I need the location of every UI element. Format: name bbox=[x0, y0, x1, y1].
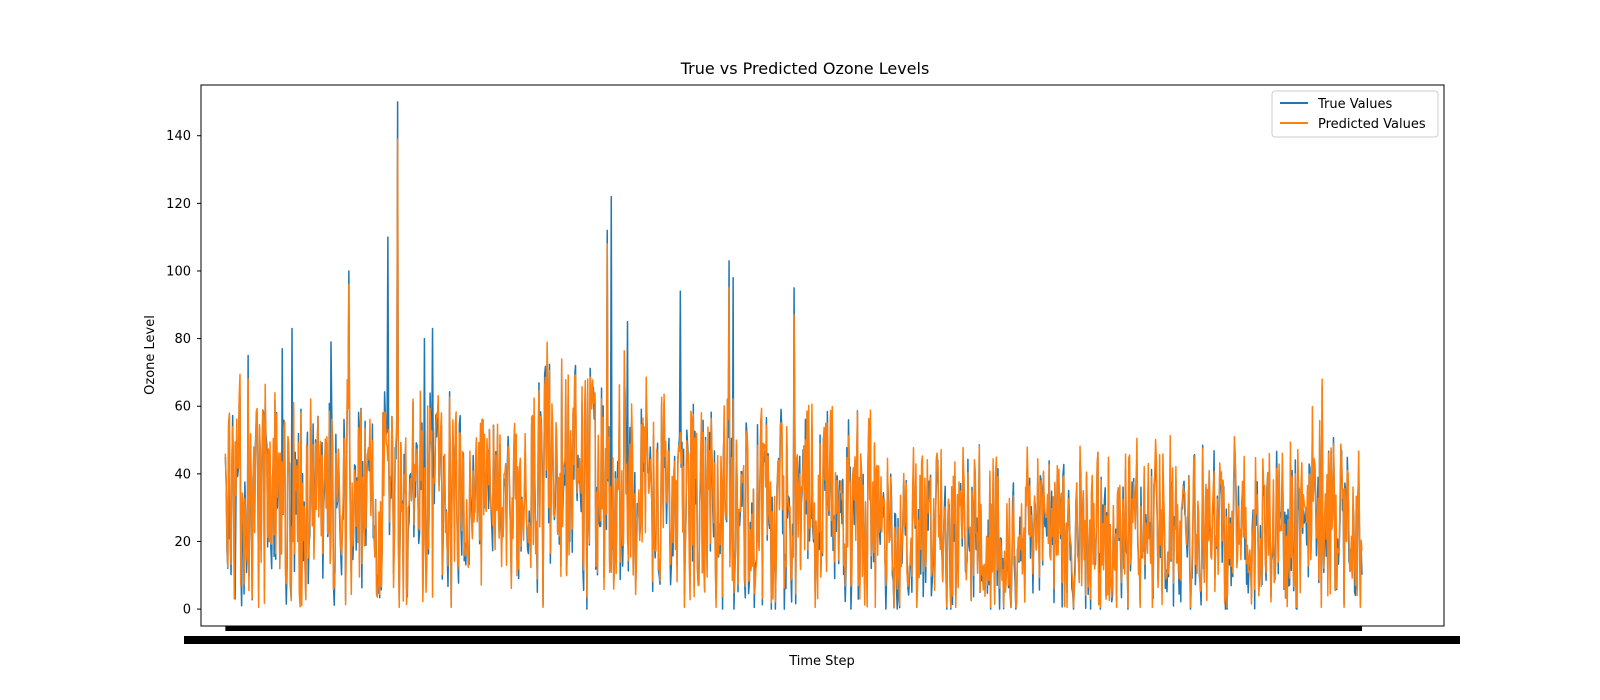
y-axis: 0 20 40 60 80 100 120 140 bbox=[166, 129, 201, 618]
y-tick-label: 40 bbox=[174, 467, 191, 482]
y-tick-label: 120 bbox=[166, 197, 191, 212]
plot-area-frame bbox=[200, 84, 1445, 627]
legend: True Values Predicted Values bbox=[1271, 90, 1439, 138]
y-tick-label: 140 bbox=[166, 129, 191, 144]
y-tick-label: 0 bbox=[183, 603, 191, 618]
y-tick-label: 80 bbox=[174, 332, 191, 347]
series-line-predicted-values bbox=[224, 138, 1363, 609]
y-tick-label: 60 bbox=[174, 400, 191, 415]
y-tick-label: 20 bbox=[174, 535, 191, 550]
chart-title: True vs Predicted Ozone Levels bbox=[680, 59, 930, 78]
x-ticks bbox=[225, 626, 1362, 631]
x-tick-labels-overlapping bbox=[184, 636, 1460, 644]
legend-label-true: True Values bbox=[1317, 97, 1392, 112]
series-layer bbox=[224, 101, 1363, 610]
x-tick-marks bbox=[225, 626, 1362, 631]
legend-box bbox=[1271, 90, 1439, 138]
y-tick-label: 100 bbox=[166, 264, 191, 279]
x-axis-label: Time Step bbox=[788, 654, 855, 669]
y-axis-label: Ozone Level bbox=[143, 315, 158, 395]
legend-label-predicted: Predicted Values bbox=[1318, 117, 1426, 132]
